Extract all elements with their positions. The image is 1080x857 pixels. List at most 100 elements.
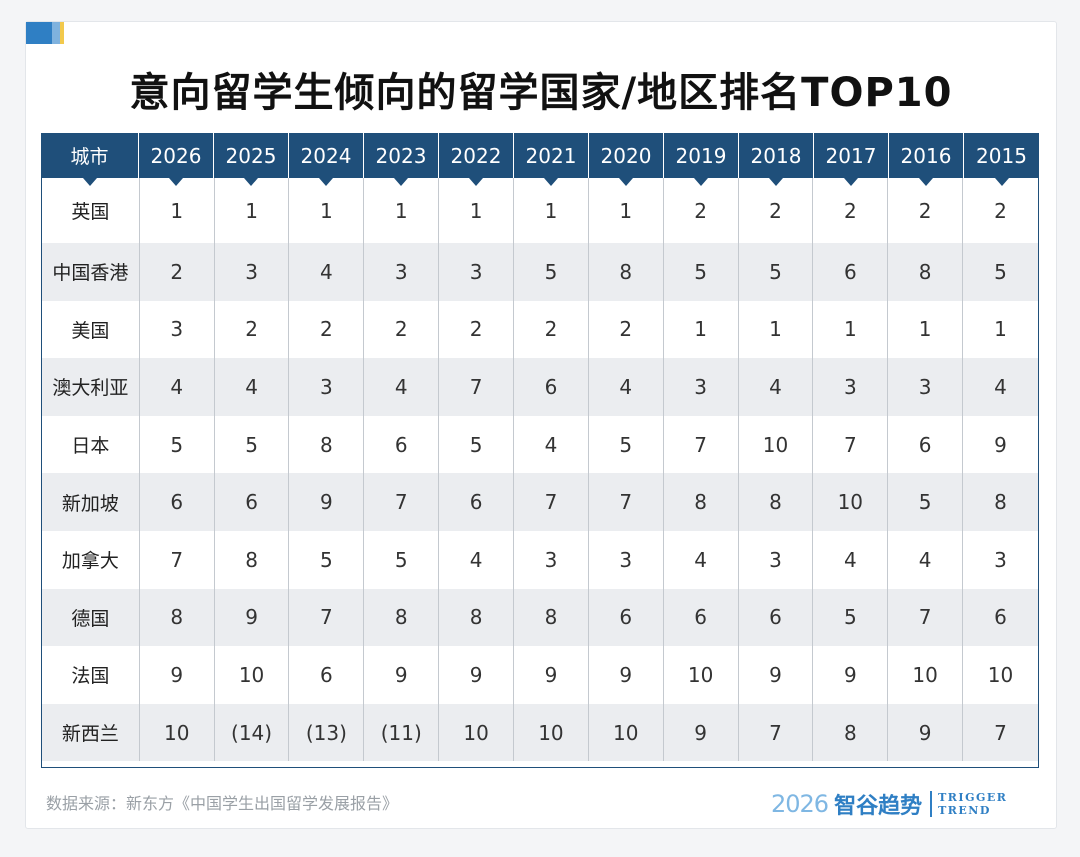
rank-cell: 9 [589, 646, 664, 704]
header-year: 2018 [739, 133, 814, 186]
rank-cell: 5 [289, 530, 365, 589]
rank-cell: 1 [140, 178, 215, 243]
rank-cell: 8 [739, 473, 814, 531]
rank-cell: 1 [739, 300, 814, 359]
rank-cell: 4 [364, 358, 440, 416]
rank-cell: 4 [664, 530, 739, 589]
header-year: 2022 [439, 133, 514, 186]
rank-cell: (11) [364, 703, 440, 762]
rank-cell: 2 [739, 178, 814, 243]
brand-year: 2026 [771, 790, 829, 818]
ranking-table: 城市 2026 2025 2024 2023 2022 2021 2020 2019 2018 20… [41, 133, 1039, 769]
rank-cell: 2 [994, 198, 1007, 223]
row-label: 新西兰 [42, 703, 140, 762]
table-row: 中国香港 2 3 4 3 3 5 8 5 5 6 8 5 [42, 243, 1038, 301]
rank-cell: 1 [215, 178, 290, 243]
rank-cell: 1 [664, 300, 739, 359]
rank-cell: 6 [215, 473, 290, 531]
header-pointer [544, 178, 558, 186]
rank-cell: 1 [813, 300, 889, 359]
rank-cell: 6 [439, 473, 515, 531]
rank-cell: 8 [664, 473, 739, 531]
rank-cell: 4 [994, 374, 1007, 399]
rank-cell: 7 [439, 358, 515, 416]
header-year: 2020 [589, 133, 664, 186]
row-label: 英国 [42, 178, 140, 243]
row-label: 加拿大 [42, 530, 140, 589]
brand-name-en: TRIGGER TREND [938, 791, 1007, 817]
rank-cell: 9 [289, 473, 365, 531]
rank-cell: 5 [664, 243, 739, 301]
rank-cell: 10 [140, 703, 215, 762]
rank-cell: 3 [439, 243, 515, 301]
rank-cell: 8 [888, 243, 964, 301]
rank-cell: 7 [514, 473, 589, 531]
source-note: 数据来源：新东方《中国学生出国留学发展报告》 [46, 794, 399, 813]
rank-cell: 2 [589, 300, 664, 359]
rank-cell: 3 [215, 243, 290, 301]
table-row: 新加坡 6 6 9 7 6 7 7 8 8 10 5 8 [42, 473, 1038, 531]
header-pointer [919, 178, 933, 186]
brand-name-en-line1: TRIGGER [938, 791, 1008, 804]
rank-cell: 8 [514, 588, 589, 647]
table-row: 加拿大 7 8 5 5 4 3 3 4 3 4 4 3 [42, 530, 1038, 589]
rank-cell: 8 [589, 243, 664, 301]
header-pointer [169, 178, 183, 186]
rank-cell: 4 [215, 358, 290, 416]
brand-logo: 2026 智谷趋势 TRIGGER TREND [771, 787, 1007, 821]
rank-cell: 5 [215, 415, 290, 474]
header-year: 2021 [514, 133, 589, 186]
row-label: 德国 [42, 588, 140, 647]
rank-cell: 5 [888, 473, 964, 531]
header-year: 2016 [889, 133, 964, 186]
rank-cell: 2 [514, 300, 589, 359]
rank-cell: 5 [514, 243, 589, 301]
header-year: 2015 [964, 133, 1039, 186]
table-row: 澳大利亚 4 4 3 4 7 6 4 3 4 3 3 4 [42, 358, 1038, 416]
rank-cell: 2 [215, 300, 290, 359]
rank-cell: 1 [994, 317, 1007, 342]
rank-cell: 6 [994, 605, 1007, 630]
rank-cell: 8 [994, 490, 1007, 515]
rank-cell: 3 [888, 358, 964, 416]
rank-cell: 1 [439, 178, 515, 243]
table-row: 日本 5 5 8 6 5 4 5 7 10 7 6 9 [42, 415, 1038, 474]
rank-cell: 6 [514, 358, 589, 416]
rank-cell: 7 [888, 588, 964, 647]
rank-cell: 2 [289, 300, 365, 359]
rank-cell: 1 [888, 300, 964, 359]
card: 意向留学生倾向的留学国家/地区排名TOP10 城市 2026 2025 2024 202… [25, 21, 1057, 829]
rank-cell: 3 [589, 530, 664, 589]
rank-cell: 3 [739, 530, 814, 589]
rank-cell: 6 [739, 588, 814, 647]
row-label: 中国香港 [42, 243, 140, 301]
row-label: 美国 [42, 300, 140, 359]
rank-cell: (13) [289, 703, 365, 762]
rank-cell: 10 [987, 662, 1014, 687]
header-pointer [244, 178, 258, 186]
rank-cell: 8 [364, 588, 440, 647]
rank-cell: 7 [140, 530, 215, 589]
rank-cell: 2 [888, 178, 964, 243]
rank-cell: 3 [140, 300, 215, 359]
rank-cell: 9 [739, 646, 814, 704]
brand-divider [930, 791, 933, 817]
rank-cell: 10 [739, 415, 814, 474]
rank-cell: 4 [813, 530, 889, 589]
header-year: 2017 [814, 133, 889, 186]
rank-cell: 7 [364, 473, 440, 531]
rank-cell: 7 [664, 415, 739, 474]
rank-cell: 9 [994, 432, 1007, 457]
rank-cell: 10 [439, 703, 515, 762]
rank-cell: 10 [664, 646, 739, 704]
rank-cell: 5 [813, 588, 889, 647]
rank-cell: 10 [589, 703, 664, 762]
rank-cell: 1 [589, 178, 664, 243]
table-row: 英国 1 1 1 1 1 1 1 2 2 2 2 2 [42, 178, 1038, 243]
rank-cell: 7 [289, 588, 365, 647]
rank-cell: 8 [813, 703, 889, 762]
rank-cell: 6 [589, 588, 664, 647]
page-title: 意向留学生倾向的留学国家/地区排名TOP10 [129, 70, 953, 116]
row-label: 日本 [42, 415, 140, 474]
rank-cell: 2 [364, 300, 440, 359]
